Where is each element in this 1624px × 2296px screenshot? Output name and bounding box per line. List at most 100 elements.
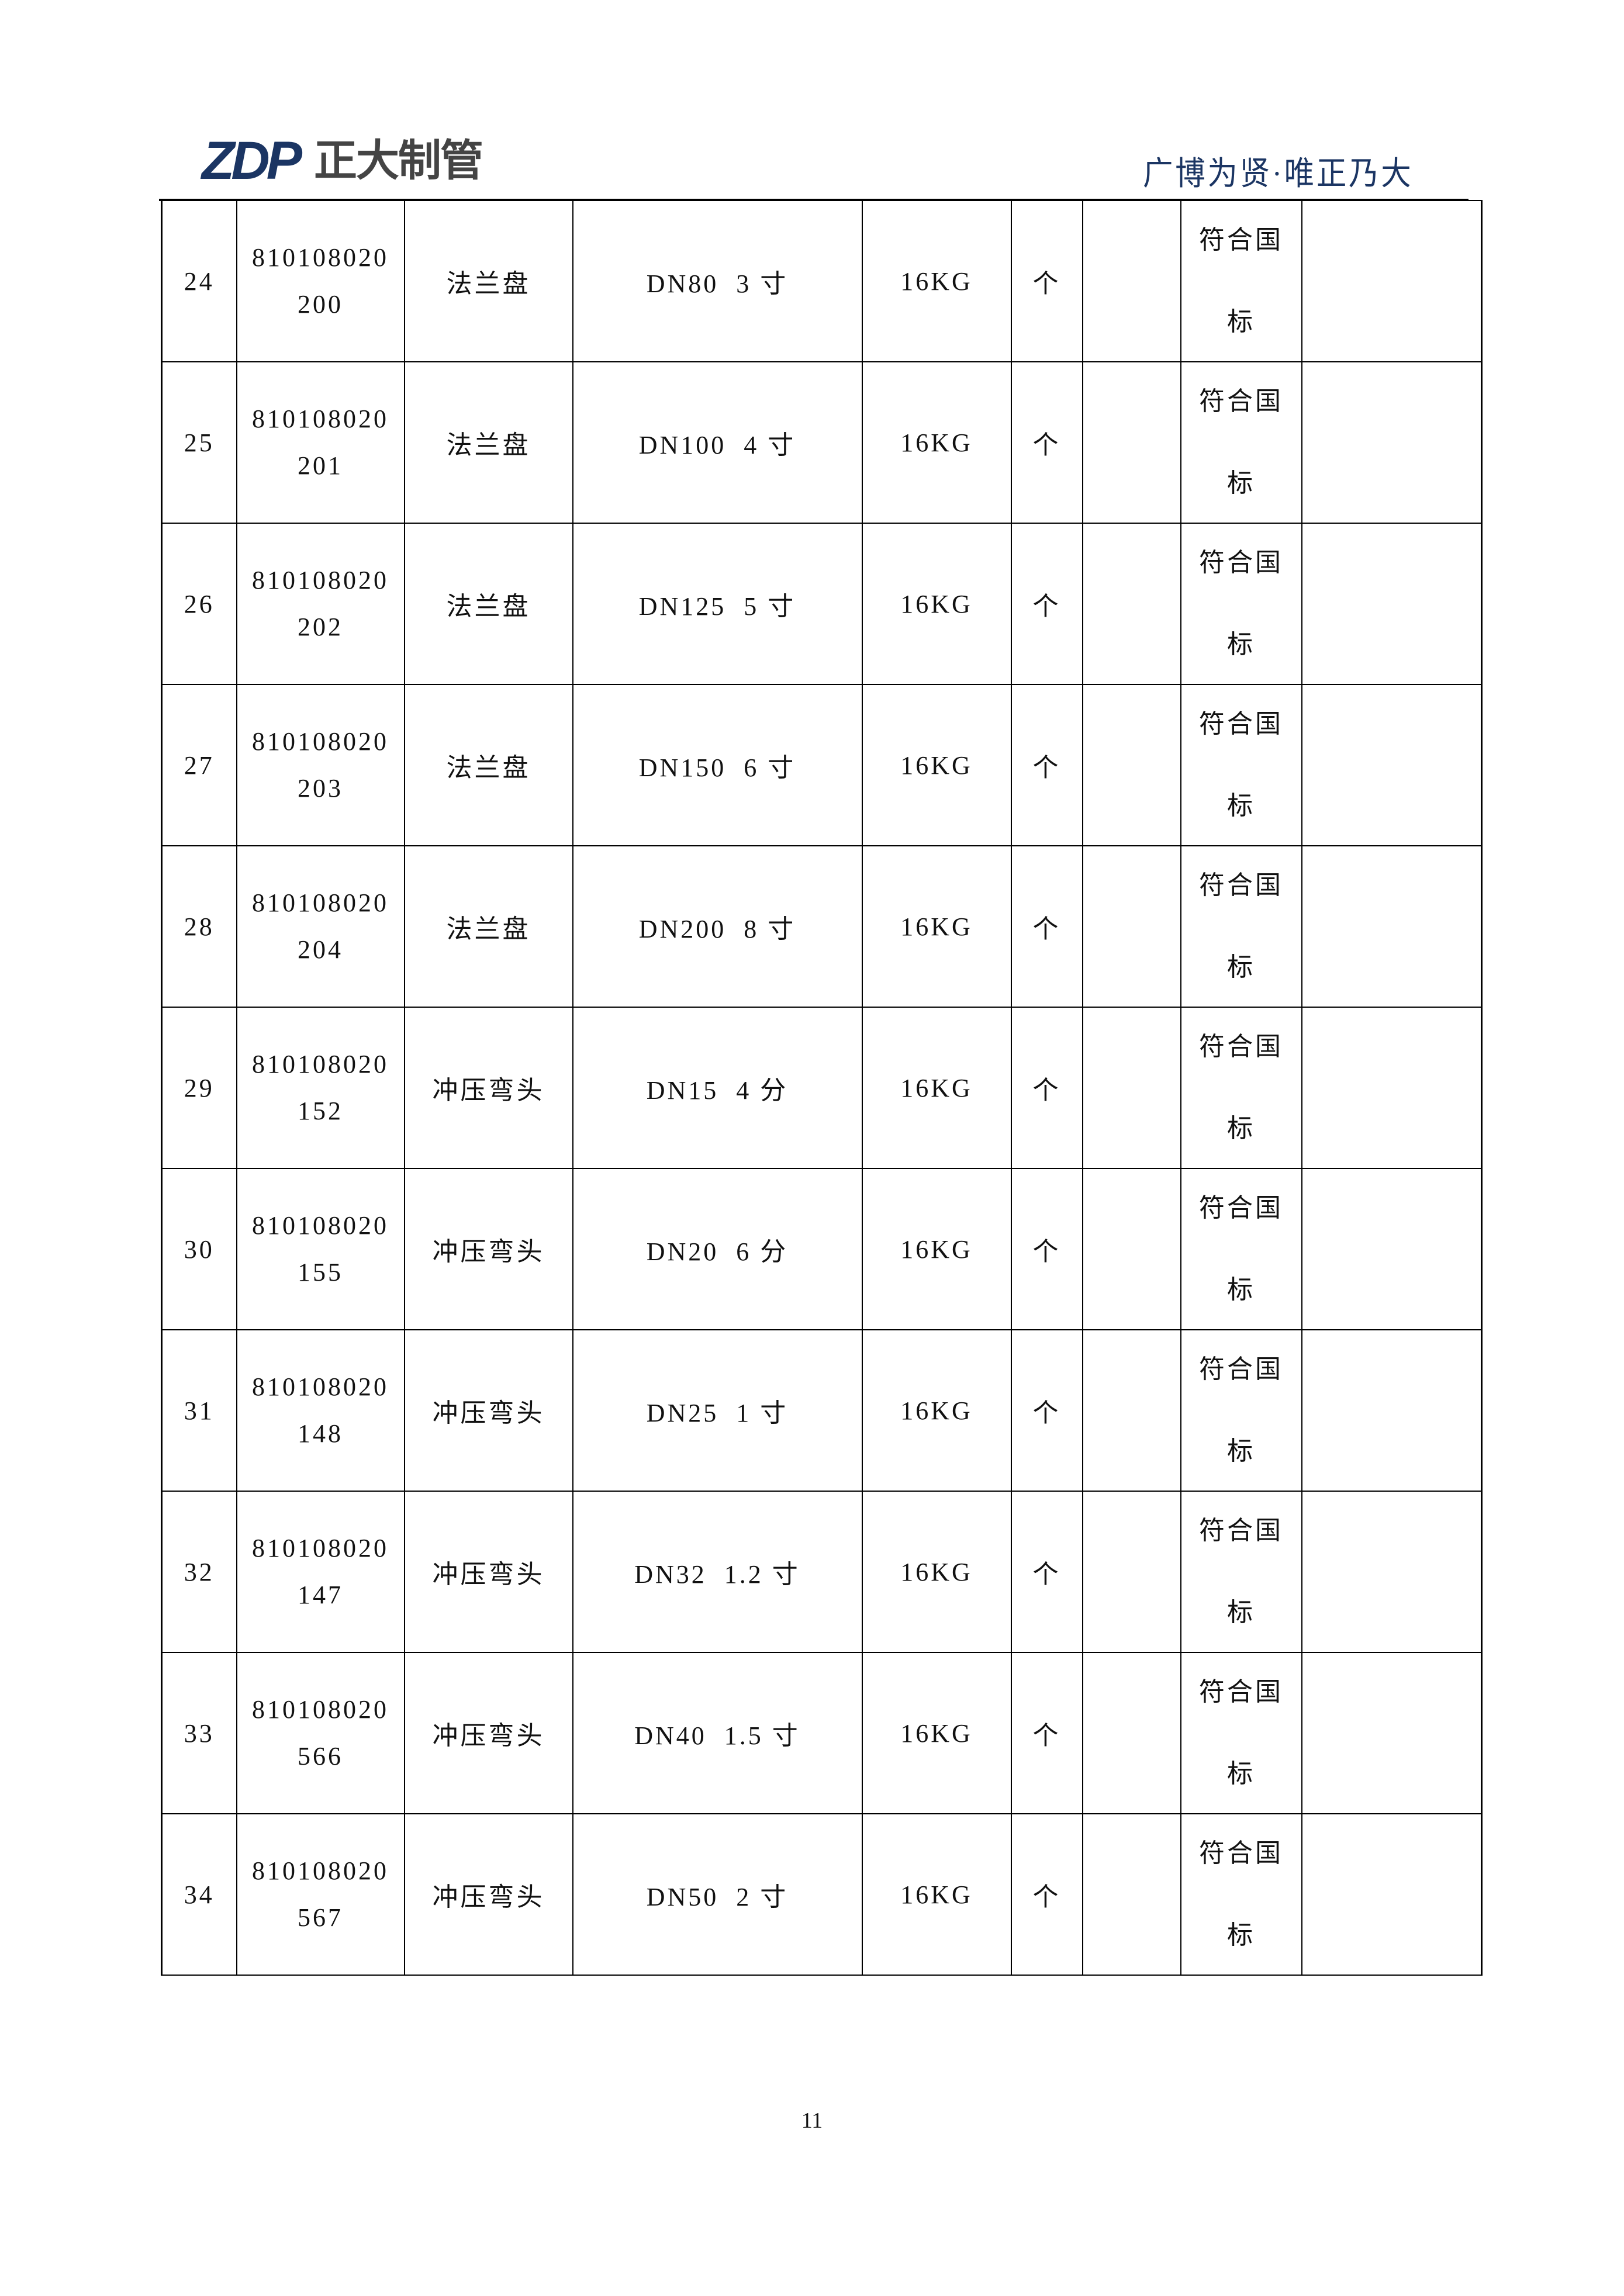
standard-line-2: 标 [1227,1114,1255,1143]
cell-no: 26 [161,523,237,685]
code-line-2: 203 [298,774,343,803]
standard-line-1: 符合国 [1199,548,1283,577]
cell-unit: 个 [1010,523,1083,685]
header-divider [159,199,1468,201]
cell-code: 810108020 566 [236,1652,405,1814]
cell-code: 810108020 203 [236,684,405,846]
cell-no: 27 [161,684,237,846]
cell-unit: 个 [1010,1491,1083,1653]
cell-qty [1081,1007,1181,1169]
table-row: 25 810108020 201 法兰盘 DN100 4 寸 16KG 个符合国标 [161,361,1483,524]
cell-name: 冲压弯头 [403,1491,573,1653]
standard-line-2: 标 [1227,630,1255,659]
cell-standard: 符合国标 [1180,1168,1302,1330]
code-line-1: 810108020 [252,404,389,433]
code-line-2: 201 [298,451,343,480]
standard-line-1: 符合国 [1199,710,1283,738]
cell-no: 31 [161,1329,237,1492]
code-line-2: 152 [298,1097,343,1125]
cell-name: 冲压弯头 [403,1329,573,1492]
cell-unit: 个 [1010,1168,1083,1330]
cell-name: 法兰盘 [403,200,573,362]
cell-name: 冲压弯头 [403,1168,573,1330]
standard-line-1: 符合国 [1199,1516,1283,1545]
cell-code: 810108020 202 [236,523,405,685]
table-row: 24 810108020 200 法兰盘 DN80 3 寸 16KG 个符合国标 [161,200,1483,362]
table-row: 34 810108020 567 冲压弯头 DN50 2 寸 16KG 个符合国标 [161,1813,1483,1976]
table-row: 27 810108020 203 法兰盘 DN150 6 寸 16KG 个符合国标 [161,684,1483,846]
cell-code: 810108020 147 [236,1491,405,1653]
standard-line-1: 符合国 [1199,1194,1283,1222]
cell-pressure: 16KG [861,684,1012,846]
standard-line-1: 符合国 [1199,871,1283,900]
standard-line-2: 标 [1227,469,1255,497]
cell-pressure: 16KG [861,200,1012,362]
cell-code: 810108020 148 [236,1329,405,1492]
standard-line-1: 符合国 [1199,226,1283,254]
cell-pressure: 16KG [861,845,1012,1008]
cell-no: 25 [161,361,237,524]
cell-code: 810108020 201 [236,361,405,524]
table-row: 30 810108020 155 冲压弯头 DN20 6 分 16KG 个符合国标 [161,1168,1483,1330]
table-row: 29 810108020 152 冲压弯头 DN15 4 分 16KG 个符合国标 [161,1007,1483,1169]
standard-line-2: 标 [1227,1921,1255,1949]
cell-unit: 个 [1010,1652,1083,1814]
table-row: 26 810108020 202 法兰盘 DN125 5 寸 16KG 个符合国标 [161,523,1483,685]
cell-no: 24 [161,200,237,362]
cell-standard: 符合国标 [1180,1329,1302,1492]
standard-line-1: 符合国 [1199,1355,1283,1384]
cell-name: 法兰盘 [403,684,573,846]
cell-standard: 符合国标 [1180,361,1302,524]
cell-name: 法兰盘 [403,361,573,524]
standard-line-1: 符合国 [1199,1839,1283,1868]
cell-spec: DN25 1 寸 [572,1329,863,1492]
code-line-2: 147 [298,1581,343,1609]
cell-spec: DN15 4 分 [572,1007,863,1169]
cell-no: 32 [161,1491,237,1653]
code-line-1: 810108020 [252,1695,389,1724]
cell-spec: DN32 1.2 寸 [572,1491,863,1653]
cell-note [1301,1652,1483,1814]
cell-note [1301,523,1483,685]
cell-spec: DN200 8 寸 [572,845,863,1008]
cell-code: 810108020 155 [236,1168,405,1330]
cell-note [1301,684,1483,846]
cell-pressure: 16KG [861,1491,1012,1653]
code-line-1: 810108020 [252,727,389,756]
cell-note [1301,200,1483,362]
code-line-2: 155 [298,1258,343,1287]
cell-note [1301,1329,1483,1492]
cell-standard: 符合国标 [1180,845,1302,1008]
logo-text: 正大制管 [314,136,483,186]
cell-name: 冲压弯头 [403,1652,573,1814]
table-row: 31 810108020 148 冲压弯头 DN25 1 寸 16KG 个符合国标 [161,1329,1483,1492]
standard-line-2: 标 [1227,307,1255,336]
cell-standard: 符合国标 [1180,200,1302,362]
code-line-1: 810108020 [252,1534,389,1562]
cell-note [1301,361,1483,524]
cell-qty [1081,1168,1181,1330]
cell-qty [1081,1329,1181,1492]
cell-unit: 个 [1010,200,1083,362]
cell-pressure: 16KG [861,1329,1012,1492]
code-line-2: 567 [298,1903,343,1932]
cell-unit: 个 [1010,684,1083,846]
code-line-2: 566 [298,1742,343,1771]
cell-unit: 个 [1010,1329,1083,1492]
cell-pressure: 16KG [861,1652,1012,1814]
standard-line-2: 标 [1227,1437,1255,1465]
code-line-1: 810108020 [252,1050,389,1078]
cell-note [1301,1491,1483,1653]
cell-name: 法兰盘 [403,845,573,1008]
cell-no: 33 [161,1652,237,1814]
cell-pressure: 16KG [861,523,1012,685]
cell-qty [1081,200,1181,362]
cell-unit: 个 [1010,361,1083,524]
cell-standard: 符合国标 [1180,1491,1302,1653]
code-line-1: 810108020 [252,566,389,594]
cell-qty [1081,523,1181,685]
cell-no: 30 [161,1168,237,1330]
cell-no: 34 [161,1813,237,1976]
cell-qty [1081,1813,1181,1976]
cell-spec: DN40 1.5 寸 [572,1652,863,1814]
